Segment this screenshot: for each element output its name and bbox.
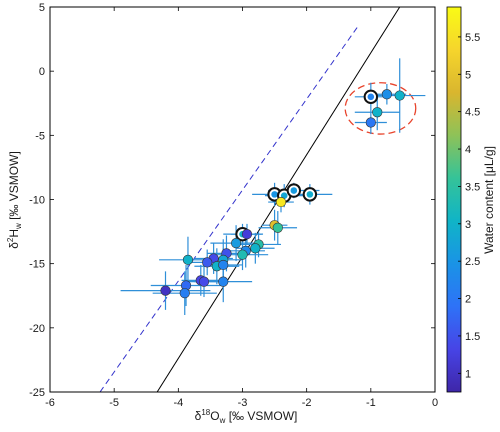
x-axis-label: δ18Ow [‰ VSMOW] [195, 408, 298, 425]
x-tick-label: -4 [173, 397, 183, 409]
data-point [275, 196, 287, 208]
data-point [218, 276, 229, 287]
data-point [367, 93, 375, 101]
colorbar-ticks: 1 1.5 2 2.5 3 3.5 4 4.5 5 5.5 [458, 32, 480, 380]
data-point [241, 229, 253, 240]
y-tick-label: -15 [29, 259, 45, 271]
x-tick-label: -1 [366, 397, 376, 409]
data-point [394, 90, 405, 101]
plot-area [50, 7, 435, 392]
x-tick-label: -3 [238, 397, 248, 409]
y-tick-label: 0 [39, 66, 45, 78]
data-point [160, 285, 171, 296]
data-point [237, 249, 248, 260]
colorbar-tick-label: 1.5 [465, 331, 480, 343]
colorbar-tick-label: 4.5 [465, 107, 480, 119]
y-tick-label: -5 [35, 130, 45, 142]
data-point [198, 276, 210, 287]
colorbar-tick-label: 4 [465, 144, 471, 156]
highlight-ellipse [344, 82, 417, 135]
data-point [381, 89, 392, 100]
data-point [290, 187, 298, 194]
colorbar-tick-label: 5 [465, 69, 471, 81]
colorbar-tick-label: 2.5 [465, 256, 480, 268]
data-point [179, 288, 190, 299]
colorbar-tick-label: 5.5 [465, 32, 480, 44]
x-tick-label: 0 [432, 397, 438, 409]
y-axis-ticks: -25 -20 -15 -10 -5 0 5 [29, 2, 435, 399]
colorbar-label: Water content [μL/g] [482, 146, 496, 254]
y-axis-label: δ2Hw [‰ VSMOW] [6, 151, 23, 249]
y-tick-label: -20 [29, 323, 45, 335]
colorbar-tick-label: 3.5 [465, 181, 480, 193]
reference-line-dashed [99, 25, 359, 392]
x-tick-label: -5 [109, 397, 119, 409]
data-point [365, 117, 376, 128]
data-point [230, 238, 242, 249]
y-tick-label: -10 [29, 195, 45, 207]
x-tick-label: -6 [45, 397, 55, 409]
data-point [202, 257, 213, 268]
colorbar-tick-label: 3 [465, 219, 471, 231]
x-axis-ticks: -6 -5 -4 -3 -2 -1 0 [45, 7, 438, 409]
colorbar-tick-label: 2 [465, 294, 471, 306]
plot-content [99, 7, 426, 392]
data-point [182, 254, 194, 265]
colorbar-tick-label: 1 [465, 368, 471, 380]
highlight-ellipse-layer [344, 82, 417, 135]
data-point [306, 191, 314, 198]
data-markers [160, 89, 405, 299]
data-point [372, 107, 383, 118]
data-point [271, 191, 278, 198]
x-tick-label: -2 [302, 397, 312, 409]
data-point [272, 222, 283, 233]
colorbar: 1 1.5 2 2.5 3 3.5 4 4.5 5 5.5 Water content [μL/g… [446, 6, 496, 393]
data-point [218, 259, 229, 271]
y-tick-label: 5 [39, 2, 45, 14]
data-point [250, 243, 261, 254]
colorbar-gradient [446, 6, 462, 393]
y-tick-label: -25 [29, 387, 45, 399]
